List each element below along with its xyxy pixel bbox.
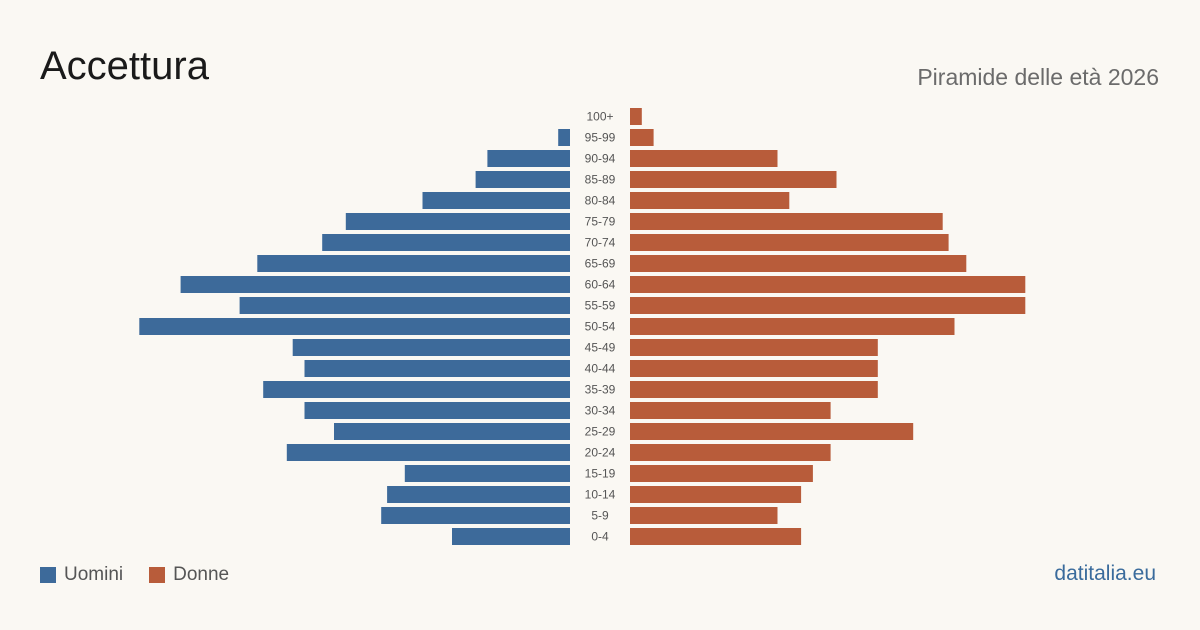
legend-label-men: Uomini xyxy=(64,564,124,585)
bar-men-25-29 xyxy=(334,423,570,440)
bar-men-5-9 xyxy=(381,507,570,524)
age-label-55-59: 55-59 xyxy=(585,299,616,313)
bar-men-55-59 xyxy=(239,297,570,314)
bar-men-75-79 xyxy=(345,213,570,230)
age-label-0-4: 0-4 xyxy=(591,530,609,544)
bar-women-65-69 xyxy=(630,255,967,272)
age-label-90-94: 90-94 xyxy=(585,152,616,166)
bar-women-30-34 xyxy=(630,402,831,419)
bar-women-90-94 xyxy=(630,150,778,167)
age-label-40-44: 40-44 xyxy=(585,362,616,376)
bar-men-30-34 xyxy=(304,402,570,419)
age-label-20-24: 20-24 xyxy=(585,446,616,460)
age-label-95-99: 95-99 xyxy=(585,131,616,145)
bar-men-45-49 xyxy=(292,339,570,356)
bar-men-95-99 xyxy=(558,129,570,146)
bar-men-10-14 xyxy=(387,486,570,503)
legend-label-women: Donne xyxy=(173,564,230,585)
bar-women-70-74 xyxy=(630,234,949,251)
bar-women-100+ xyxy=(630,108,642,125)
bar-women-25-29 xyxy=(630,423,914,440)
bar-women-60-64 xyxy=(630,276,1026,293)
bar-women-0-4 xyxy=(630,528,802,545)
age-label-30-34: 30-34 xyxy=(585,404,616,418)
bar-women-45-49 xyxy=(630,339,878,356)
bar-men-50-54 xyxy=(139,318,571,335)
age-label-100+: 100+ xyxy=(586,110,613,124)
bar-women-85-89 xyxy=(630,171,837,188)
bar-men-90-94 xyxy=(487,150,570,167)
page-title: Accettura xyxy=(40,44,209,88)
age-label-60-64: 60-64 xyxy=(585,278,616,292)
bar-women-80-84 xyxy=(630,192,790,209)
bar-men-65-69 xyxy=(257,255,570,272)
bar-women-15-19 xyxy=(630,465,813,482)
bar-men-35-39 xyxy=(263,381,570,398)
age-label-5-9: 5-9 xyxy=(591,509,609,523)
bar-men-85-89 xyxy=(475,171,570,188)
bar-men-80-84 xyxy=(422,192,570,209)
bar-women-55-59 xyxy=(630,297,1026,314)
legend-item-women: Donne xyxy=(149,564,229,586)
age-label-25-29: 25-29 xyxy=(585,425,616,439)
bar-men-0-4 xyxy=(452,528,570,545)
age-label-50-54: 50-54 xyxy=(585,320,616,334)
age-label-45-49: 45-49 xyxy=(585,341,616,355)
source-link[interactable]: datitalia.eu xyxy=(1054,562,1156,585)
bar-women-40-44 xyxy=(630,360,878,377)
bar-men-20-24 xyxy=(286,444,570,461)
bar-women-35-39 xyxy=(630,381,878,398)
chart-legend: Uomini Donne xyxy=(40,564,255,586)
age-label-80-84: 80-84 xyxy=(585,194,616,208)
bar-women-10-14 xyxy=(630,486,802,503)
age-label-70-74: 70-74 xyxy=(585,236,616,250)
legend-item-men: Uomini xyxy=(40,564,123,586)
bar-women-5-9 xyxy=(630,507,778,524)
legend-swatch-men xyxy=(40,567,56,583)
age-label-85-89: 85-89 xyxy=(585,173,616,187)
age-label-15-19: 15-19 xyxy=(585,467,616,481)
bar-women-50-54 xyxy=(630,318,955,335)
bar-men-60-64 xyxy=(180,276,570,293)
bar-women-95-99 xyxy=(630,129,654,146)
bar-women-20-24 xyxy=(630,444,831,461)
bar-men-40-44 xyxy=(304,360,570,377)
legend-swatch-women xyxy=(149,567,166,583)
bar-women-75-79 xyxy=(630,213,943,230)
age-label-75-79: 75-79 xyxy=(585,215,616,229)
bar-men-15-19 xyxy=(404,465,570,482)
age-label-10-14: 10-14 xyxy=(585,488,616,502)
chart-subtitle: Piramide delle età 2026 xyxy=(917,64,1159,90)
bar-men-70-74 xyxy=(322,234,570,251)
age-label-35-39: 35-39 xyxy=(585,383,616,397)
age-label-65-69: 65-69 xyxy=(585,257,616,271)
